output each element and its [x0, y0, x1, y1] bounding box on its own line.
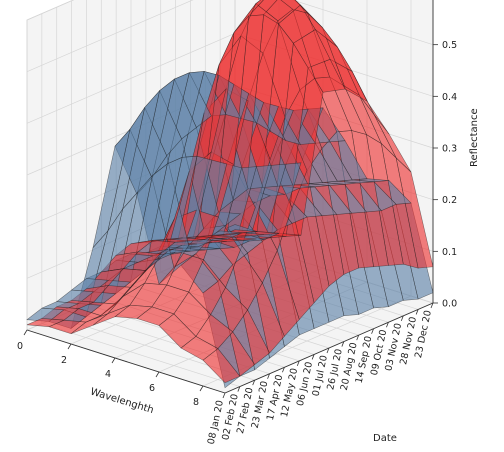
- x-tick-label: 4: [105, 369, 111, 380]
- date-tick-mark: [430, 302, 434, 309]
- grid-line-z: [26, 0, 75, 21]
- date-tick-mark: [237, 386, 241, 392]
- z-tick-label: 0.1: [442, 247, 457, 258]
- z-tick-label: 0.4: [442, 92, 457, 103]
- grid-line-z-wall: [291, 0, 434, 46]
- date-tick-mark: [311, 354, 315, 360]
- z-tick-label: 0.2: [442, 195, 457, 206]
- date-tick-mark: [400, 315, 404, 322]
- z-tick-label: 0.0: [442, 299, 457, 310]
- date-tick-mark: [222, 392, 226, 399]
- x-tick-label: 0: [17, 341, 23, 352]
- z-axis-title: Reflectance: [469, 108, 480, 167]
- z-tick-label: 0.5: [442, 40, 457, 51]
- z-tick-label: 0.3: [442, 144, 457, 155]
- x-tick-mark: [23, 329, 28, 336]
- surfaces: [26, 0, 434, 389]
- date-axis-title: Date: [373, 433, 397, 444]
- grid-line-z: [26, 0, 194, 72]
- date-tick-mark: [371, 328, 374, 334]
- x-axis-title: Wavelenghth: [89, 386, 155, 416]
- date-tick-mark: [341, 341, 345, 347]
- x-tick-mark: [67, 343, 72, 350]
- date-tick-mark: [252, 379, 256, 386]
- date-tick-mark: [282, 367, 285, 373]
- surface-quad-series-2: [26, 318, 65, 327]
- x-tick-mark: [111, 357, 116, 364]
- date-tick-mark: [267, 373, 270, 379]
- date-tick-mark: [386, 322, 389, 328]
- x-tick-mark: [199, 385, 204, 392]
- grid-line-z: [26, 33, 236, 124]
- x-tick-label: 8: [193, 397, 199, 408]
- date-tick-mark: [356, 334, 360, 341]
- date-tick-mark: [326, 347, 330, 354]
- date-tick-label: 23 Dec 20: [413, 309, 434, 359]
- grid-line-date: [41, 323, 240, 387]
- date-tick-mark: [296, 360, 300, 367]
- x-tick-label: 6: [149, 383, 155, 394]
- x-axis-line: [26, 329, 226, 394]
- date-tick-label: 01 Jul 20: [311, 354, 330, 397]
- x-tick-label: 2: [61, 355, 67, 366]
- x-tick-mark: [155, 371, 160, 378]
- date-tick-mark: [415, 309, 419, 315]
